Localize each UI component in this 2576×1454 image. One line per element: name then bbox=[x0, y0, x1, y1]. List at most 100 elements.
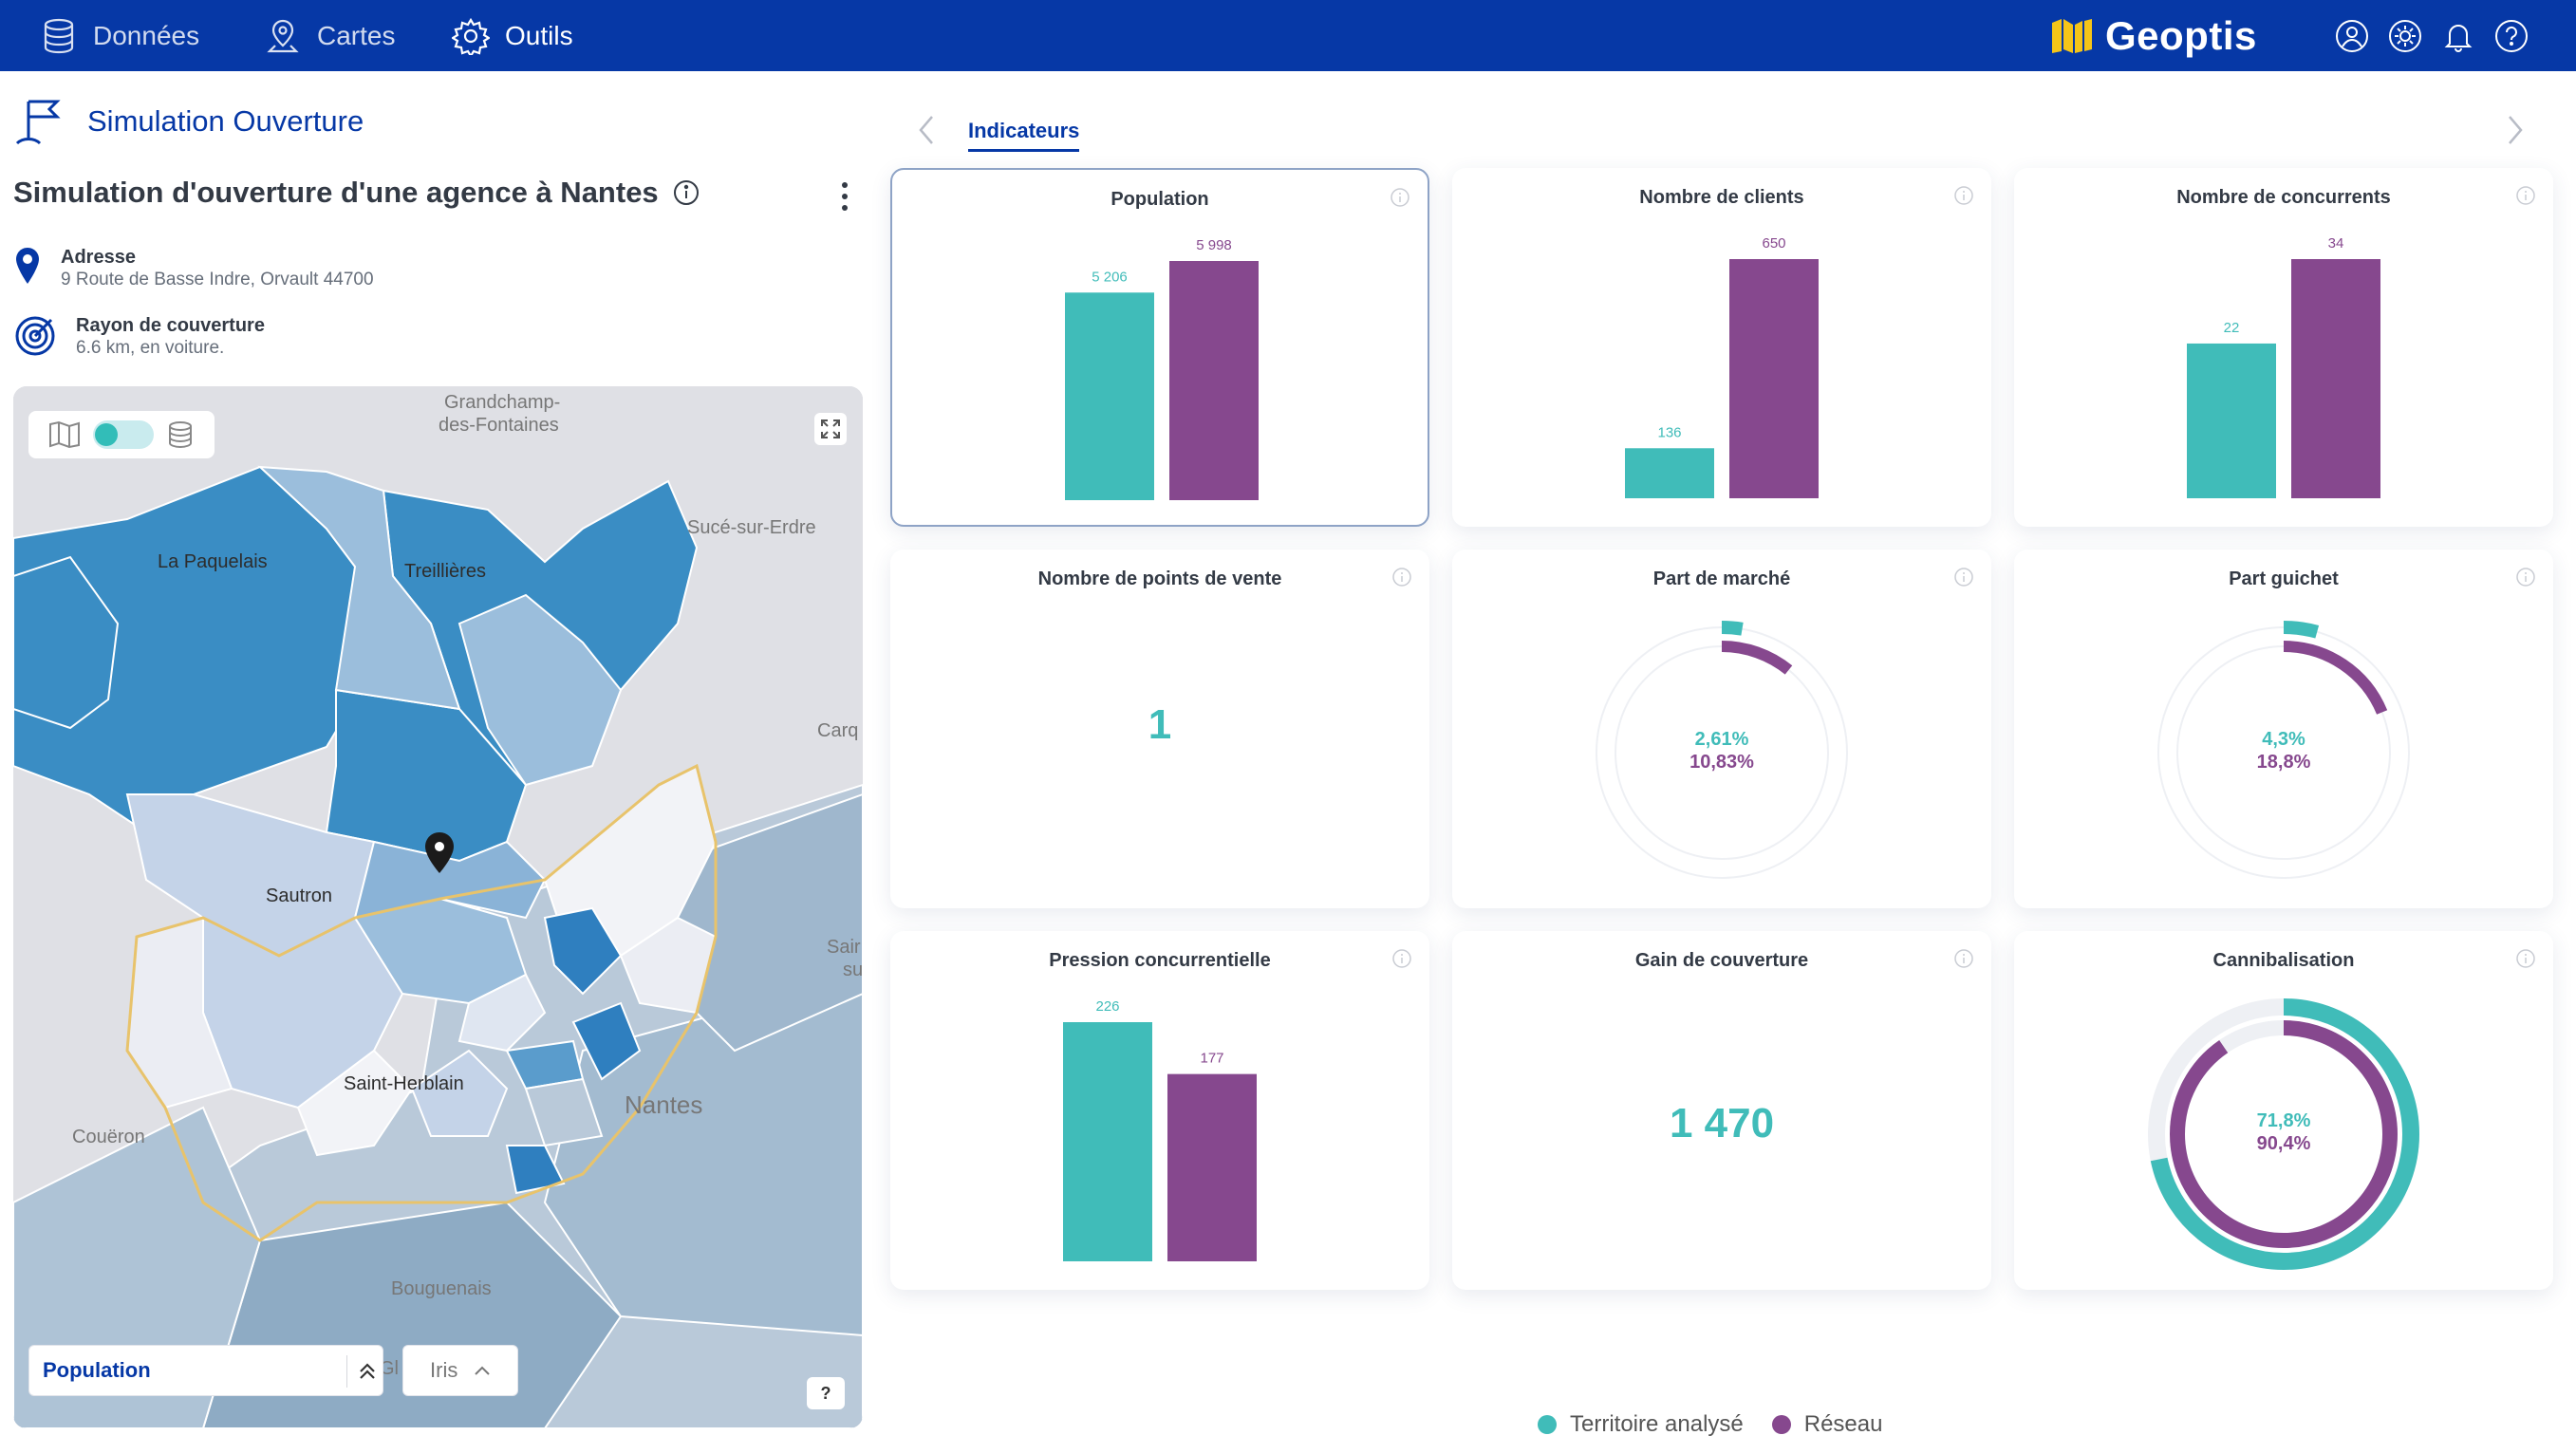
info-icon[interactable] bbox=[1953, 948, 1974, 969]
tab-indicateurs[interactable]: Indicateurs bbox=[968, 119, 1080, 152]
info-icon[interactable] bbox=[672, 178, 700, 207]
view-switch[interactable] bbox=[92, 420, 154, 449]
gear-icon bbox=[452, 17, 490, 55]
map-label: Couëron bbox=[72, 1127, 145, 1147]
map-help-button[interactable]: ? bbox=[807, 1377, 845, 1409]
indicator-card[interactable]: Gain de couverture 1 470 bbox=[1452, 931, 1991, 1290]
map-label: Bouguenais bbox=[391, 1278, 492, 1299]
level-select-value: Iris bbox=[430, 1358, 458, 1382]
kpi-value: 1 470 bbox=[1669, 1100, 1775, 1146]
bar-territoire bbox=[1625, 448, 1714, 498]
donut-chart bbox=[2152, 621, 2416, 885]
legend-label: Réseau bbox=[1803, 1411, 1883, 1437]
data-view-icon[interactable] bbox=[166, 420, 195, 449]
nav-item-label: Données bbox=[93, 20, 200, 50]
map-label: des-Fontaines bbox=[439, 415, 559, 436]
card-title: Nombre de concurrents bbox=[2176, 187, 2391, 208]
brand-logo[interactable]: Geoptis bbox=[2050, 0, 2257, 71]
simulation-sidebar: Simulation Ouverture Simulation d'ouvert… bbox=[0, 71, 873, 1454]
expand-icon bbox=[821, 419, 840, 438]
tab-bar: Indicateurs bbox=[873, 105, 2576, 153]
map-canvas[interactable] bbox=[13, 386, 863, 1428]
chart-legend: Territoire analysé Réseau bbox=[1538, 1411, 1882, 1438]
donut-value-reseau: 18,8% bbox=[2256, 752, 2311, 773]
indicator-card[interactable]: Part guichet 4,3% 18,8% bbox=[2014, 550, 2553, 908]
database-icon bbox=[44, 18, 74, 53]
top-navigation-bar: Données Cartes Outils Geoptis bbox=[0, 0, 2576, 71]
nav-item-donnees[interactable]: Données bbox=[40, 0, 199, 71]
indicator-card[interactable]: Population 5 206 5 998 bbox=[890, 168, 1429, 527]
donut-arc-reseau bbox=[2170, 1020, 2398, 1248]
choropleth-map[interactable]: Grandchamp- des-Fontaines Sucé-sur-Erdre… bbox=[13, 386, 863, 1428]
donut-value-territoire: 2,61% bbox=[1694, 729, 1749, 750]
bar-reseau bbox=[2291, 259, 2380, 498]
info-icon[interactable] bbox=[2515, 567, 2536, 587]
kpi-value: 1 bbox=[1148, 701, 1172, 748]
nav-item-outils[interactable]: Outils bbox=[452, 0, 573, 71]
top-right-icons bbox=[2335, 0, 2529, 71]
card-title: Part guichet bbox=[2229, 569, 2339, 589]
page-heading: Simulation d'ouverture d'une agence à Na… bbox=[13, 176, 700, 210]
bar-value-label: 34 bbox=[2328, 235, 2344, 252]
chevron-left-icon[interactable] bbox=[913, 111, 942, 149]
donut-arc-territoire bbox=[2148, 998, 2419, 1270]
brand-name: Geoptis bbox=[2105, 12, 2257, 58]
donut-value-reseau: 90,4% bbox=[2256, 1133, 2311, 1154]
card-title: Cannibalisation bbox=[2212, 950, 2355, 971]
donut-arc-reseau bbox=[1610, 641, 1834, 865]
user-icon[interactable] bbox=[2335, 19, 2369, 53]
info-icon[interactable] bbox=[1390, 187, 1410, 208]
card-title: Part de marché bbox=[1652, 569, 1791, 589]
settings-icon[interactable] bbox=[2388, 19, 2422, 53]
location-marker-icon[interactable] bbox=[425, 832, 454, 873]
donut-value-reseau: 10,83% bbox=[1689, 752, 1754, 773]
map-label: su bbox=[843, 960, 863, 980]
layer-select[interactable]: Population bbox=[28, 1345, 383, 1396]
info-icon[interactable] bbox=[2515, 948, 2536, 969]
address-value: 9 Route de Basse Indre, Orvault 44700 bbox=[61, 270, 374, 289]
donut-chart bbox=[1590, 621, 1854, 885]
chevron-up-icon bbox=[475, 1366, 491, 1375]
info-icon[interactable] bbox=[1391, 948, 1412, 969]
help-icon[interactable] bbox=[2494, 19, 2529, 53]
bar-value-label: 226 bbox=[1095, 998, 1119, 1015]
info-icon[interactable] bbox=[1391, 567, 1412, 587]
chevron-double-up-icon bbox=[360, 1363, 375, 1379]
donut-center-label: 71,8% 90,4% bbox=[2014, 1109, 2553, 1155]
bell-icon[interactable] bbox=[2441, 19, 2475, 53]
card-title: Nombre de points de vente bbox=[1037, 569, 1282, 589]
map-view-toggle bbox=[28, 411, 215, 458]
indicator-card[interactable]: Nombre de points de vente 1 bbox=[890, 550, 1429, 908]
indicator-card[interactable]: Cannibalisation 71,8% 90,4% bbox=[2014, 931, 2553, 1290]
indicator-card[interactable]: Nombre de clients 136 650 bbox=[1452, 168, 1991, 527]
level-select[interactable]: Iris bbox=[402, 1345, 518, 1396]
map-view-icon[interactable] bbox=[48, 420, 81, 449]
indicator-card[interactable]: Nombre de concurrents 22 34 bbox=[2014, 168, 2553, 527]
map-label: Sautron bbox=[266, 885, 333, 906]
map-label: Saint-Herblain bbox=[344, 1073, 464, 1094]
bar-chart: 226 177 bbox=[1063, 998, 1257, 1261]
app-title-text: Simulation Ouverture bbox=[87, 104, 364, 138]
bar-value-label: 22 bbox=[2224, 320, 2240, 336]
chevron-right-icon[interactable] bbox=[2500, 111, 2529, 149]
info-icon[interactable] bbox=[2515, 185, 2536, 206]
nav-item-label: Cartes bbox=[317, 20, 396, 50]
card-title: Pression concurrentielle bbox=[1049, 950, 1271, 971]
bar-reseau bbox=[1729, 259, 1819, 498]
info-icon[interactable] bbox=[1953, 185, 1974, 206]
card-title: Population bbox=[1111, 189, 1209, 210]
more-options-icon[interactable] bbox=[835, 177, 854, 215]
map-label: La Paquelais bbox=[158, 551, 268, 572]
bar-territoire bbox=[2187, 343, 2276, 498]
indicator-card[interactable]: Part de marché 2,61% 10,83% bbox=[1452, 550, 1991, 908]
expand-map-button[interactable] bbox=[814, 413, 847, 445]
donut-center-label: 2,61% 10,83% bbox=[1452, 728, 1991, 774]
nav-item-label: Outils bbox=[505, 20, 573, 50]
indicator-card[interactable]: Pression concurrentielle 226 177 bbox=[890, 931, 1429, 1290]
card-title: Gain de couverture bbox=[1634, 950, 1809, 971]
nav-item-cartes[interactable]: Cartes bbox=[264, 0, 395, 71]
map-label: Treillières bbox=[404, 561, 486, 582]
info-icon[interactable] bbox=[1953, 567, 1974, 587]
bar-value-label: 650 bbox=[1762, 235, 1785, 252]
legend-item: Territoire analysé bbox=[1538, 1411, 1744, 1438]
